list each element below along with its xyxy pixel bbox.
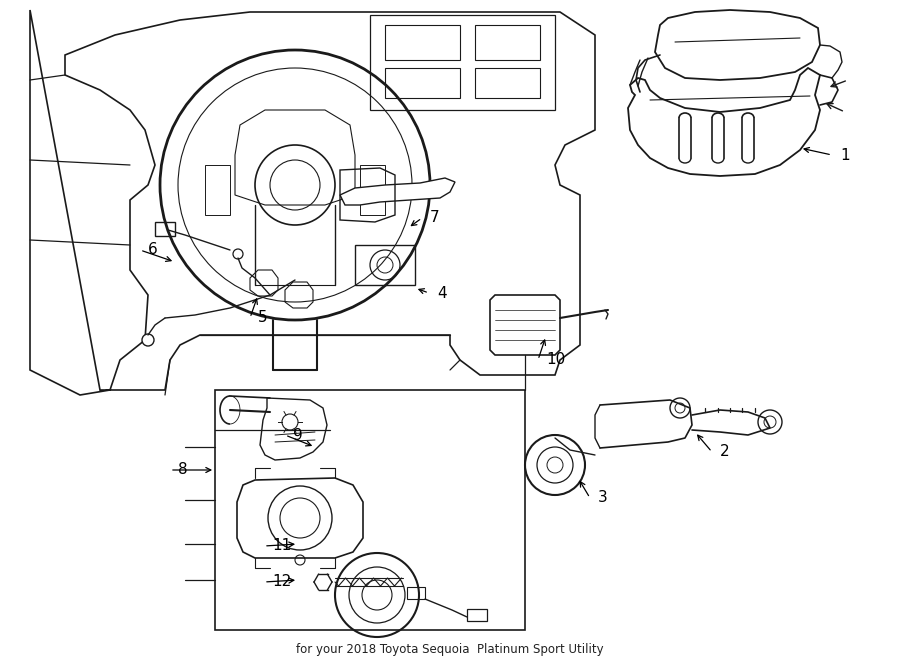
Text: 12: 12 — [272, 574, 292, 590]
Bar — [370, 15, 555, 110]
Text: 7: 7 — [430, 210, 439, 225]
Bar — [407, 587, 425, 599]
Bar — [385, 68, 460, 98]
Text: 5: 5 — [258, 311, 267, 325]
Text: 8: 8 — [178, 463, 187, 477]
Bar — [355, 245, 415, 285]
Polygon shape — [340, 178, 455, 205]
Bar — [385, 25, 460, 60]
Bar — [475, 68, 540, 98]
Circle shape — [142, 334, 154, 346]
Bar — [475, 25, 540, 60]
Bar — [467, 609, 487, 621]
Text: 6: 6 — [148, 243, 157, 258]
Text: 1: 1 — [840, 147, 850, 163]
Text: 2: 2 — [720, 444, 730, 459]
Text: for your 2018 Toyota Sequoia  Platinum Sport Utility: for your 2018 Toyota Sequoia Platinum Sp… — [296, 642, 604, 656]
Text: 9: 9 — [293, 428, 302, 442]
Text: 3: 3 — [598, 490, 608, 506]
Circle shape — [233, 249, 243, 259]
Text: 11: 11 — [272, 539, 292, 553]
Bar — [215, 390, 525, 630]
Bar — [155, 222, 175, 236]
Text: 4: 4 — [437, 286, 446, 301]
Text: 10: 10 — [546, 352, 565, 368]
